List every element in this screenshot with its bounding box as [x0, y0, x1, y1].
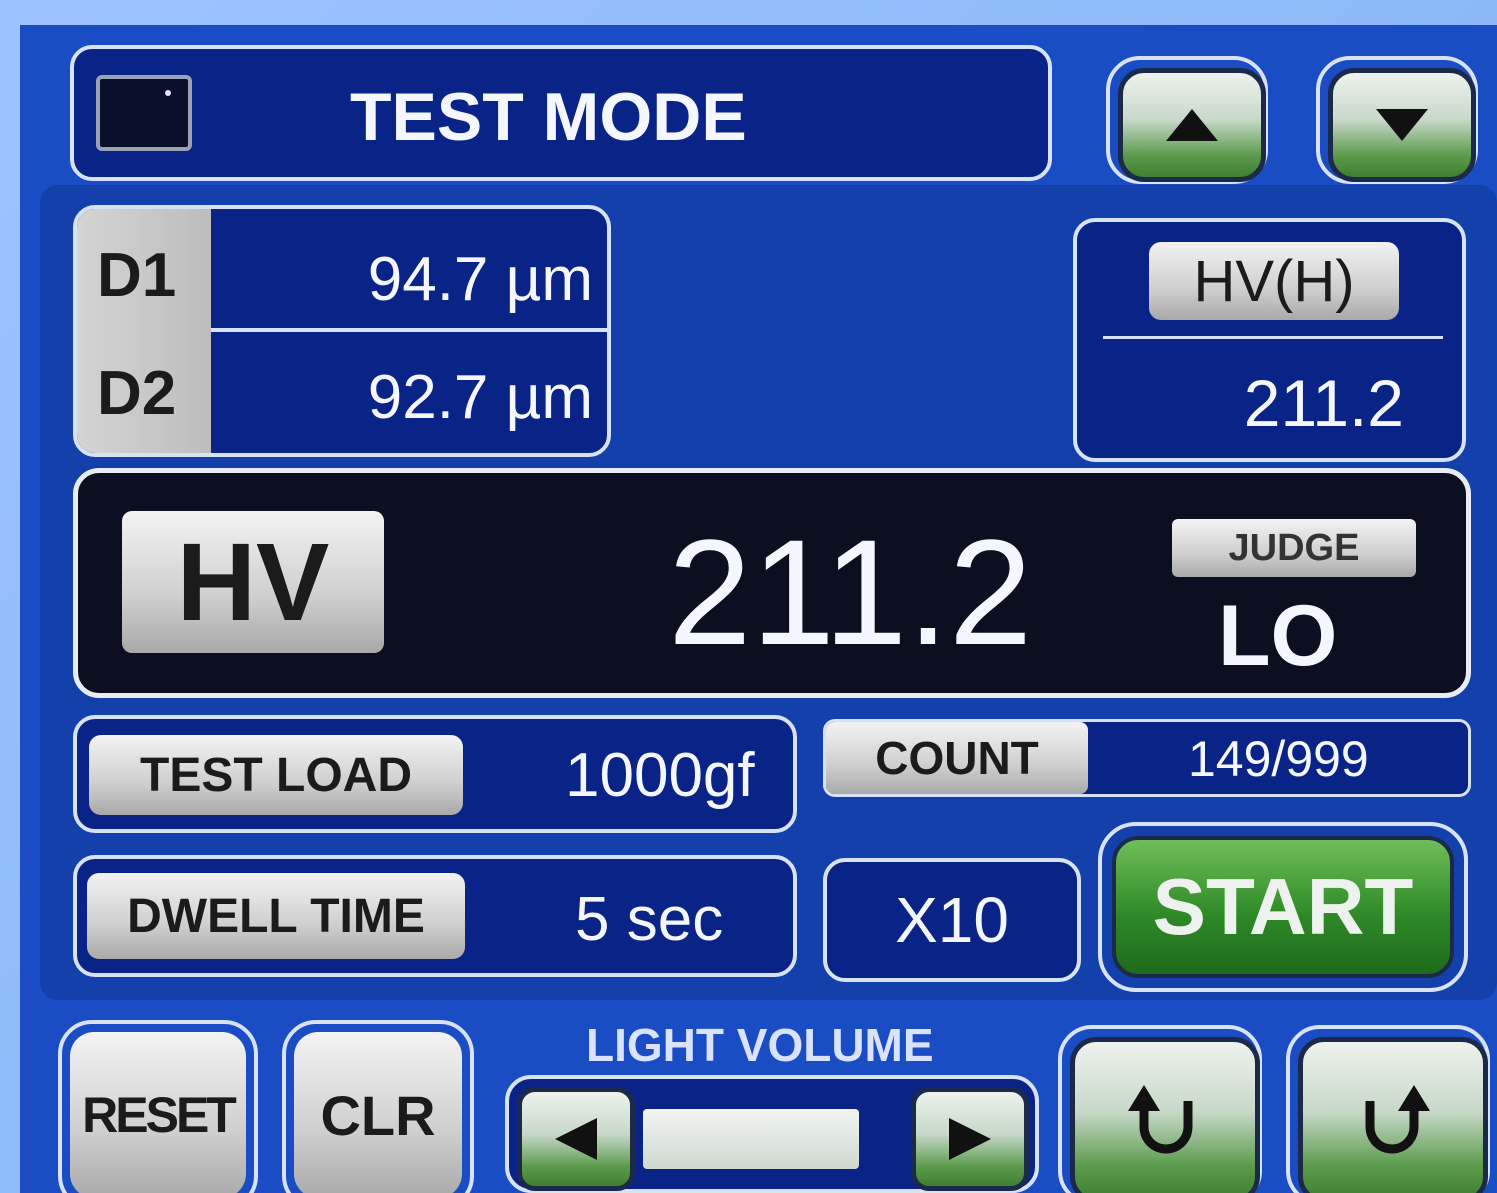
result-panel: HV 211.2 JUDGE LO — [73, 468, 1471, 698]
scale-button[interactable]: HV(H) — [1149, 242, 1399, 320]
converted-hardness-panel: HV(H) 211.2 — [1073, 218, 1466, 462]
left-arrow-icon — [551, 1114, 601, 1164]
rotate-left-button[interactable] — [1058, 1025, 1262, 1193]
judge-result: LO — [1218, 593, 1337, 679]
light-volume-slider — [505, 1075, 1039, 1193]
light-level-bar — [643, 1109, 859, 1169]
title: TEST MODE — [350, 83, 747, 151]
test-load-button[interactable]: TEST LOAD — [89, 735, 463, 815]
magnification-label: X10 — [895, 883, 1009, 957]
clear-button[interactable]: CLR — [282, 1020, 474, 1193]
rotate-left-icon — [1120, 1075, 1210, 1165]
scale-label[interactable]: HV — [122, 511, 384, 653]
d2-label: D2 — [97, 363, 176, 425]
light-increase-button[interactable] — [911, 1087, 1029, 1191]
hardness-value: 211.2 — [668, 517, 1032, 667]
start-label: START — [1153, 861, 1414, 953]
dwell-time-button[interactable]: DWELL TIME — [87, 873, 465, 959]
d1-label: D1 — [97, 245, 176, 307]
reset-label: RESET — [70, 1032, 246, 1193]
scroll-up-button[interactable] — [1106, 56, 1268, 184]
light-decrease-button[interactable] — [517, 1087, 635, 1191]
dwell-time-value: 5 sec — [575, 889, 723, 951]
judge-label: JUDGE — [1172, 519, 1416, 577]
d1-value: 94.7 µm — [368, 249, 593, 311]
start-button[interactable]: START — [1098, 822, 1468, 992]
count-value: 149/999 — [1188, 734, 1369, 784]
count-label: COUNT — [826, 722, 1088, 794]
test-load-panel: TEST LOAD 1000gf — [73, 715, 797, 833]
reset-button[interactable]: RESET — [58, 1020, 258, 1193]
d2-value: 92.7 µm — [368, 367, 593, 429]
screen-frame: TEST MODE D1 94.7 µm D2 92.7 µm HV(H) 21… — [0, 0, 1497, 1193]
converted-value: 211.2 — [1244, 370, 1404, 436]
mode-icon — [96, 75, 192, 151]
scroll-down-button[interactable] — [1316, 56, 1478, 184]
up-arrow-icon — [1162, 105, 1222, 145]
clear-label: CLR — [294, 1032, 462, 1193]
divider — [211, 328, 611, 332]
test-load-value: 1000gf — [565, 745, 755, 807]
light-volume-label: LIGHT VOLUME — [586, 1022, 934, 1068]
down-arrow-icon — [1372, 105, 1432, 145]
title-bar: TEST MODE — [70, 45, 1052, 181]
count-panel: COUNT 149/999 — [823, 719, 1471, 797]
dwell-time-panel: DWELL TIME 5 sec — [73, 855, 797, 977]
magnification-button[interactable]: X10 — [823, 858, 1081, 982]
right-arrow-icon — [945, 1114, 995, 1164]
rotate-right-button[interactable] — [1286, 1025, 1490, 1193]
rotate-right-icon — [1348, 1075, 1438, 1165]
divider — [1103, 336, 1443, 339]
diagonal-panel: D1 94.7 µm D2 92.7 µm — [73, 205, 611, 457]
